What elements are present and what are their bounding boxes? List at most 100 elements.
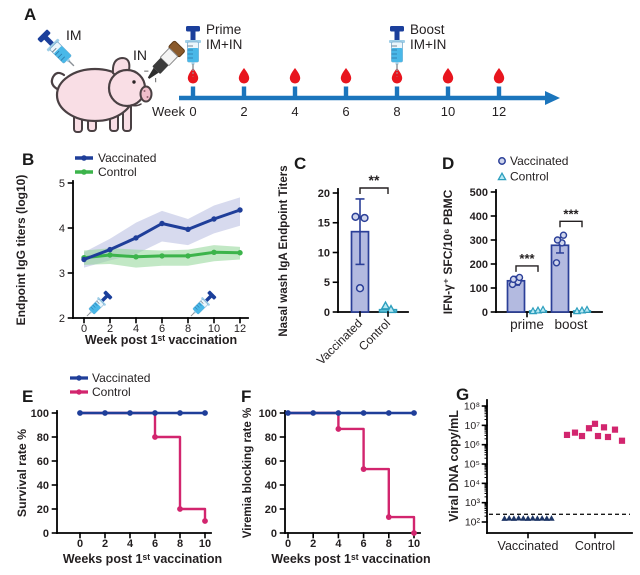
svg-text:10⁷: 10⁷ bbox=[465, 420, 481, 432]
svg-text:100: 100 bbox=[470, 283, 488, 295]
svg-text:Prime: Prime bbox=[206, 22, 241, 37]
panel-b-label: B bbox=[22, 150, 35, 169]
svg-text:20: 20 bbox=[265, 504, 277, 516]
panel-c-label: C bbox=[294, 154, 307, 173]
svg-text:0: 0 bbox=[189, 104, 196, 119]
svg-text:10⁶: 10⁶ bbox=[464, 439, 480, 451]
panel-f-chart: 0 20 40 60 80 100 0 2 4 6 8 10 Weeks post 1ˢᵗ vaccin… bbox=[241, 408, 431, 566]
svg-text:200: 200 bbox=[470, 259, 488, 271]
svg-text:0: 0 bbox=[43, 528, 49, 540]
svg-text:Control: Control bbox=[575, 539, 615, 553]
svg-text:20: 20 bbox=[37, 504, 49, 516]
svg-text:2: 2 bbox=[59, 313, 65, 325]
svg-text:80: 80 bbox=[37, 432, 49, 444]
svg-text:Weeks post 1ˢᵗ vaccination: Weeks post 1ˢᵗ vaccination bbox=[271, 552, 430, 566]
pig-snout bbox=[139, 85, 153, 103]
svg-text:Control: Control bbox=[356, 316, 393, 353]
svg-text:Vaccinated: Vaccinated bbox=[510, 154, 568, 168]
svg-text:10: 10 bbox=[318, 247, 330, 259]
svg-text:4: 4 bbox=[127, 538, 134, 550]
svg-text:5: 5 bbox=[59, 178, 65, 190]
pig-eye bbox=[132, 80, 136, 84]
panel-d-chart: 0 100 200 300 400 500 prime *** boost *** Vaccinat… bbox=[441, 154, 603, 332]
svg-text:Vaccinated: Vaccinated bbox=[498, 539, 559, 553]
svg-text:6: 6 bbox=[159, 323, 165, 335]
panel-f-label: F bbox=[241, 387, 252, 406]
panel-e-label: E bbox=[22, 387, 34, 406]
svg-text:2: 2 bbox=[310, 538, 316, 550]
svg-text:20: 20 bbox=[318, 188, 330, 200]
panel-a-label: A bbox=[24, 5, 37, 24]
svg-text:100: 100 bbox=[31, 408, 49, 420]
svg-text:10: 10 bbox=[199, 538, 211, 550]
svg-text:IM+IN: IM+IN bbox=[410, 37, 446, 52]
svg-text:Control: Control bbox=[510, 170, 549, 184]
svg-text:8: 8 bbox=[393, 104, 400, 119]
svg-text:8: 8 bbox=[386, 538, 392, 550]
svg-text:2: 2 bbox=[102, 538, 108, 550]
svg-text:0: 0 bbox=[482, 307, 488, 319]
svg-text:Endpoint IgG titers (log10): Endpoint IgG titers (log10) bbox=[14, 175, 28, 326]
svg-text:4: 4 bbox=[59, 223, 65, 235]
svg-text:***: *** bbox=[563, 206, 579, 221]
svg-text:6: 6 bbox=[361, 538, 367, 550]
svg-text:Viremia blocking rate %: Viremia blocking rate % bbox=[241, 408, 254, 539]
svg-text:10⁴: 10⁴ bbox=[464, 478, 480, 490]
svg-text:0: 0 bbox=[285, 538, 291, 550]
svg-text:3: 3 bbox=[59, 268, 65, 280]
svg-text:**: ** bbox=[369, 172, 380, 188]
svg-text:Control: Control bbox=[92, 385, 131, 399]
svg-text:12: 12 bbox=[234, 323, 246, 335]
svg-text:Survival rate %: Survival rate % bbox=[15, 429, 29, 517]
svg-text:10²: 10² bbox=[465, 517, 481, 529]
svg-text:Vaccinated: Vaccinated bbox=[92, 371, 150, 385]
svg-text:IN: IN bbox=[133, 47, 147, 63]
panel-d-label: D bbox=[442, 154, 455, 173]
svg-text:40: 40 bbox=[265, 480, 277, 492]
svg-text:Boost: Boost bbox=[410, 22, 445, 37]
svg-text:Week post 1ˢᵗ vaccination: Week post 1ˢᵗ vaccination bbox=[85, 333, 237, 347]
svg-text:60: 60 bbox=[265, 456, 277, 468]
svg-text:4: 4 bbox=[291, 104, 298, 119]
svg-text:IM+IN: IM+IN bbox=[206, 37, 242, 52]
pig-tail bbox=[50, 71, 66, 92]
svg-text:500: 500 bbox=[470, 187, 488, 199]
in-sprayer-icon bbox=[142, 39, 187, 85]
svg-text:400: 400 bbox=[470, 211, 488, 223]
svg-text:0: 0 bbox=[271, 528, 277, 540]
svg-text:Vaccinated: Vaccinated bbox=[98, 151, 156, 165]
pig-illustration bbox=[50, 56, 153, 133]
svg-text:15: 15 bbox=[318, 218, 330, 230]
svg-text:5: 5 bbox=[324, 277, 330, 289]
svg-text:80: 80 bbox=[265, 432, 277, 444]
svg-text:Week: Week bbox=[152, 104, 185, 119]
svg-text:IM: IM bbox=[66, 27, 82, 43]
svg-text:boost: boost bbox=[554, 317, 587, 332]
svg-text:60: 60 bbox=[37, 456, 49, 468]
svg-text:prime: prime bbox=[510, 317, 544, 332]
svg-text:0: 0 bbox=[324, 307, 330, 319]
svg-text:100: 100 bbox=[259, 408, 277, 420]
svg-text:6: 6 bbox=[152, 538, 158, 550]
svg-text:8: 8 bbox=[177, 538, 183, 550]
svg-text:4: 4 bbox=[133, 323, 139, 335]
svg-text:8: 8 bbox=[185, 323, 191, 335]
svg-text:12: 12 bbox=[492, 104, 506, 119]
panel-g-label: G bbox=[456, 385, 470, 404]
svg-text:Nasal wash IgA Endpoint Titers: Nasal wash IgA Endpoint Titers bbox=[278, 165, 290, 336]
svg-text:***: *** bbox=[519, 251, 535, 266]
svg-text:Weeks post 1ˢᵗ vaccination: Weeks post 1ˢᵗ vaccination bbox=[63, 552, 222, 566]
svg-text:10: 10 bbox=[408, 538, 420, 550]
svg-text:10⁸: 10⁸ bbox=[464, 401, 480, 413]
svg-text:2: 2 bbox=[240, 104, 247, 119]
svg-text:6: 6 bbox=[342, 104, 349, 119]
svg-text:300: 300 bbox=[470, 235, 488, 247]
svg-text:2: 2 bbox=[107, 323, 113, 335]
svg-text:0: 0 bbox=[77, 538, 83, 550]
svg-text:10³: 10³ bbox=[465, 497, 481, 509]
